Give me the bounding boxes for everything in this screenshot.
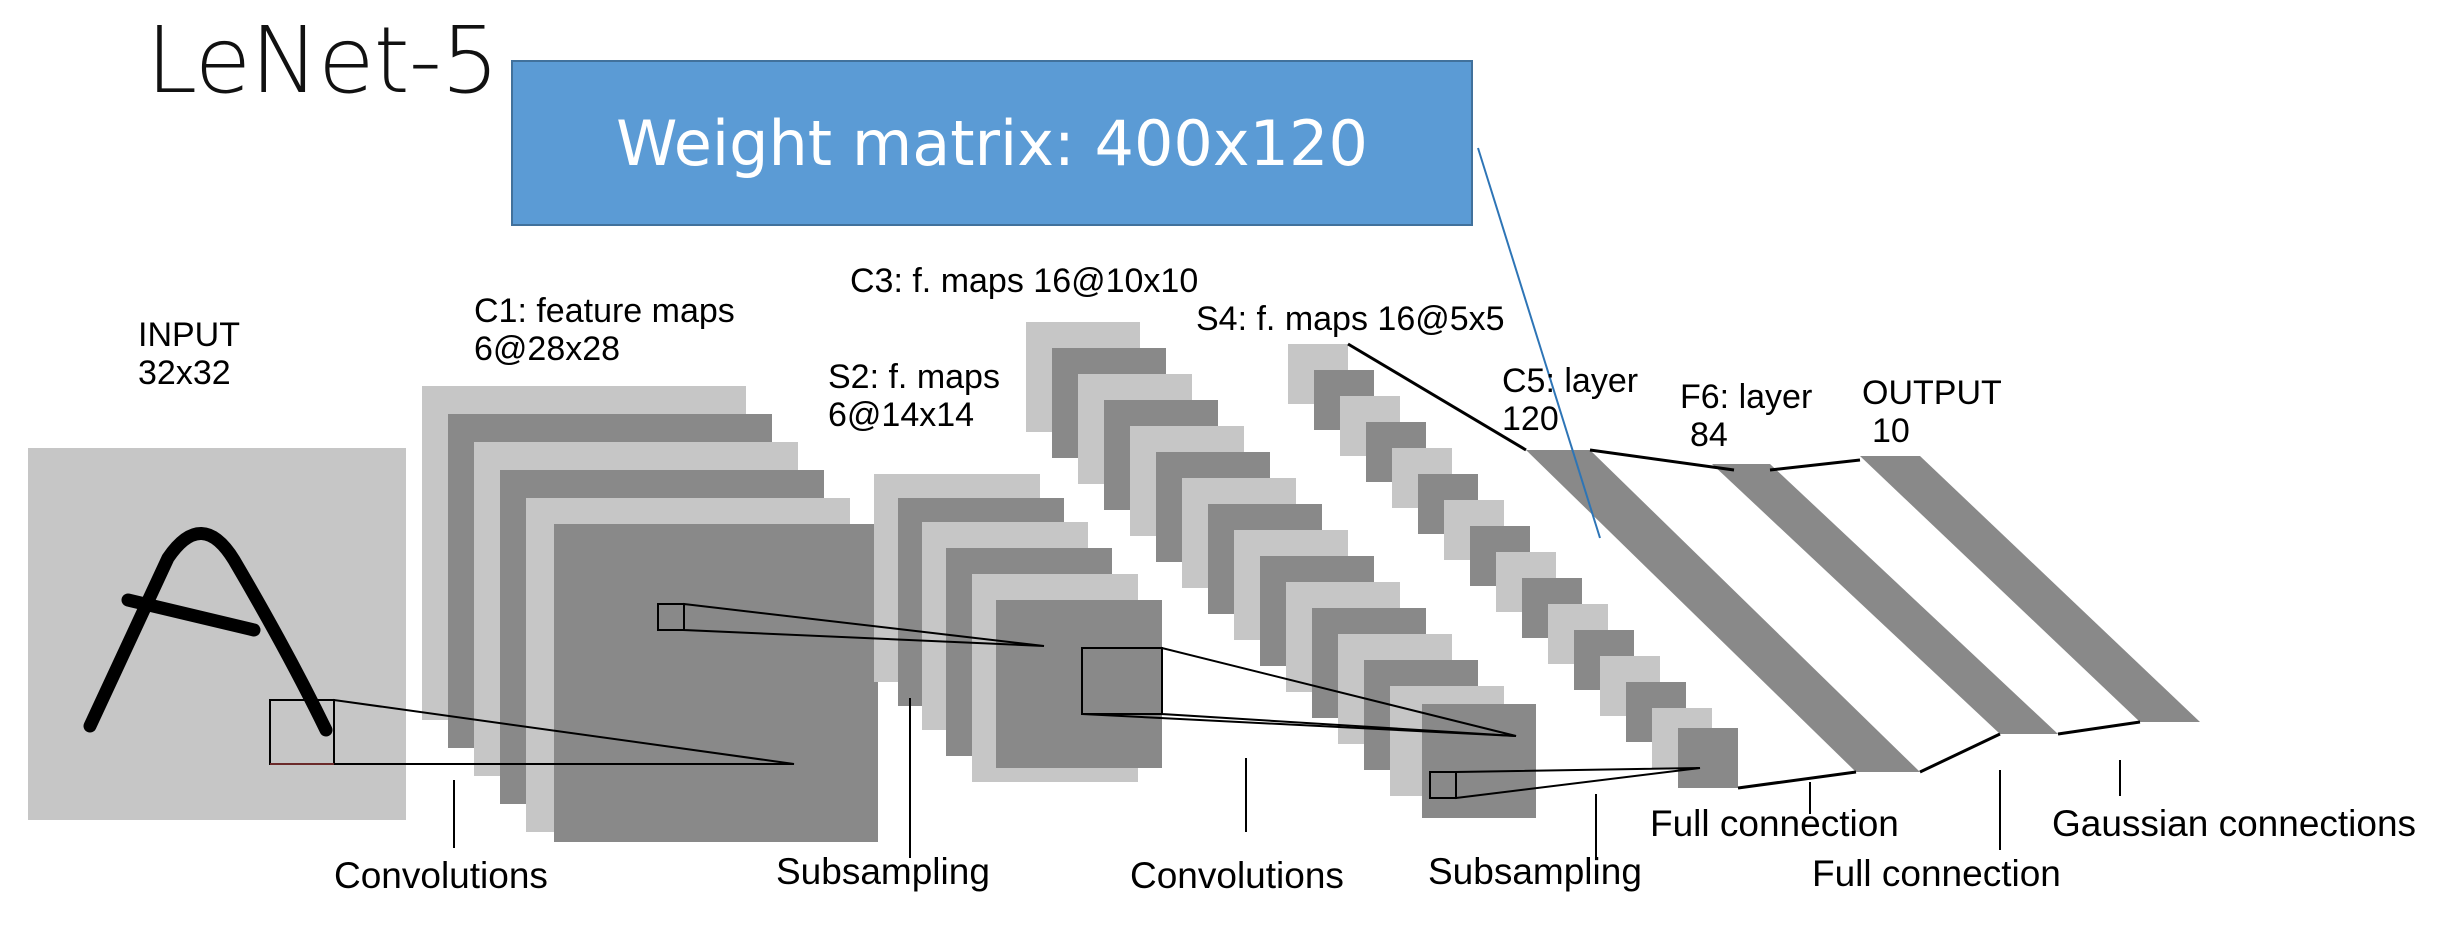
layer-size: 120: [1502, 400, 1559, 438]
layer-label-s2: S2: f. maps 6@14x14: [828, 358, 1000, 434]
op-label-full-connection-2: Full connection: [1812, 853, 2061, 894]
letter-a-glyph: [83, 527, 333, 737]
layer-name: OUTPUT: [1862, 374, 2002, 412]
s4-map: [1678, 728, 1738, 788]
conv1-projection: [333, 698, 795, 765]
connector-line: [1919, 732, 2001, 774]
layer-label-c1: C1: feature maps 6@28x28: [474, 292, 735, 368]
input-plane: [28, 448, 406, 820]
layer-size: 32x32: [138, 354, 231, 392]
op-label-gaussian-connections: Gaussian connections: [2052, 803, 2417, 844]
c1-feature-maps: [422, 386, 878, 842]
layer-size: 6@28x28: [474, 330, 621, 368]
op-label-convolutions-1: Convolutions: [334, 855, 548, 896]
layer-name: C1: feature maps: [474, 292, 735, 330]
weight-matrix-callout: Weight matrix: 400x120: [511, 60, 1473, 226]
layer-name: S4: f. maps 16@5x5: [1196, 300, 1505, 338]
layer-size: 10: [1872, 412, 1910, 450]
callout-text: Weight matrix: 400x120: [616, 106, 1368, 180]
c5-layer: [1526, 450, 1920, 772]
conv2-projection: [1161, 646, 1517, 737]
subsample2-projection: [1455, 767, 1701, 800]
layer-name: F6: layer: [1680, 378, 1813, 416]
s2-map: [996, 600, 1162, 768]
layer-name: INPUT: [138, 316, 240, 354]
connector-line: [1589, 448, 1735, 472]
layer-size: 6@14x14: [828, 396, 975, 434]
letter-a-crossbar: [121, 593, 261, 637]
subsample1-projection: [683, 602, 1045, 647]
op-label-convolutions-2: Convolutions: [1130, 855, 1344, 896]
layer-label-output: OUTPUT 10: [1862, 374, 2002, 450]
connector-line: [1737, 770, 1857, 790]
op-label-subsampling-2: Subsampling: [1428, 851, 1642, 892]
op-label-full-connection-1: Full connection: [1650, 803, 1899, 844]
layer-size: 84: [1690, 416, 1728, 454]
layer-label-input: INPUT 32x32: [138, 316, 240, 392]
layer-label-c5: C5: layer 120: [1502, 362, 1638, 438]
connector-line: [1347, 342, 1527, 452]
output-layer: [1860, 456, 2200, 722]
callout-pointer-line: [1477, 147, 1601, 539]
c1-map: [554, 524, 878, 842]
layer-name: C5: layer: [1502, 362, 1639, 400]
slide-title: LeNet-5: [146, 7, 499, 114]
conv2-projection-edge: [1081, 713, 1517, 737]
layer-label-s4: S4: f. maps 16@5x5: [1196, 300, 1505, 338]
f6-layer: [1712, 464, 2058, 734]
op-label-subsampling-1: Subsampling: [776, 851, 990, 892]
layer-name: S2: f. maps: [828, 358, 1000, 396]
c3-feature-maps: [1026, 322, 1536, 818]
s4-feature-maps: [1288, 344, 1738, 788]
input-image: [28, 448, 406, 820]
layer-label-c3: C3: f. maps 16@10x10: [850, 262, 1198, 300]
layer-name: C3: f. maps 16@10x10: [850, 262, 1199, 300]
c3-map: [1422, 704, 1536, 818]
s2-feature-maps: [874, 474, 1163, 782]
connector-line: [2057, 720, 2141, 736]
connector-line: [1769, 458, 1861, 472]
layer-label-f6: F6: layer 84: [1680, 378, 1812, 454]
